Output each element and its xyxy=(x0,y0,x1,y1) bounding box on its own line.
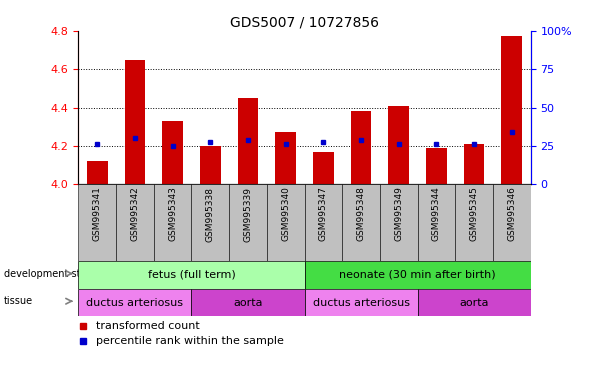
Bar xyxy=(343,184,380,261)
Bar xyxy=(116,184,154,261)
Text: GSM995341: GSM995341 xyxy=(93,187,102,242)
Text: GSM995347: GSM995347 xyxy=(319,187,328,242)
Bar xyxy=(313,152,333,184)
Text: tissue: tissue xyxy=(4,296,33,306)
Text: GSM995344: GSM995344 xyxy=(432,187,441,242)
Text: percentile rank within the sample: percentile rank within the sample xyxy=(96,336,285,346)
Text: GSM995340: GSM995340 xyxy=(281,187,290,242)
Text: fetus (full term): fetus (full term) xyxy=(148,270,235,280)
Bar xyxy=(388,106,409,184)
Bar xyxy=(78,184,116,261)
Bar xyxy=(78,289,192,316)
Title: GDS5007 / 10727856: GDS5007 / 10727856 xyxy=(230,16,379,30)
Bar xyxy=(162,121,183,184)
Bar xyxy=(417,184,455,261)
Bar xyxy=(455,184,493,261)
Bar xyxy=(87,161,107,184)
Bar xyxy=(305,261,531,289)
Bar xyxy=(417,289,531,316)
Text: ductus arteriosus: ductus arteriosus xyxy=(86,298,183,308)
Text: aorta: aorta xyxy=(233,298,263,308)
Text: GSM995339: GSM995339 xyxy=(244,187,253,242)
Text: GSM995346: GSM995346 xyxy=(507,187,516,242)
Bar xyxy=(502,36,522,184)
Text: transformed count: transformed count xyxy=(96,321,200,331)
Bar xyxy=(380,184,417,261)
Text: development stage: development stage xyxy=(4,268,98,278)
Bar xyxy=(426,148,447,184)
Text: GSM995343: GSM995343 xyxy=(168,187,177,242)
Bar xyxy=(493,184,531,261)
Bar xyxy=(267,184,305,261)
Bar xyxy=(276,132,296,184)
Bar xyxy=(192,289,305,316)
Text: ductus arteriosus: ductus arteriosus xyxy=(312,298,409,308)
Bar xyxy=(192,184,229,261)
Text: GSM995345: GSM995345 xyxy=(470,187,479,242)
Text: GSM995338: GSM995338 xyxy=(206,187,215,242)
Text: GSM995342: GSM995342 xyxy=(130,187,139,242)
Text: GSM995348: GSM995348 xyxy=(356,187,365,242)
Text: aorta: aorta xyxy=(459,298,489,308)
Bar xyxy=(305,184,343,261)
Bar xyxy=(125,60,145,184)
Text: neonate (30 min after birth): neonate (30 min after birth) xyxy=(339,270,496,280)
Bar xyxy=(238,98,258,184)
Bar xyxy=(229,184,267,261)
Bar xyxy=(351,111,371,184)
Bar xyxy=(78,261,305,289)
Text: GSM995349: GSM995349 xyxy=(394,187,403,242)
Bar xyxy=(200,146,221,184)
Bar xyxy=(305,289,417,316)
Bar xyxy=(464,144,484,184)
Bar xyxy=(154,184,192,261)
